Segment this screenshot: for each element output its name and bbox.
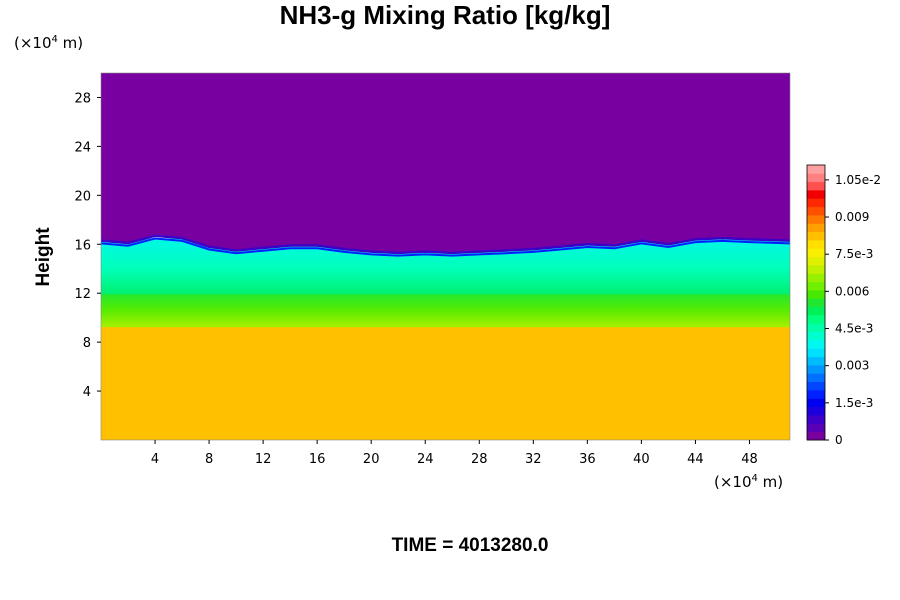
colorbar-segment	[807, 223, 825, 233]
colorbar-tick-label: 1.5e-3	[835, 396, 873, 410]
colorbar-segment	[807, 431, 825, 441]
colorbar-tick-label: 0.006	[835, 284, 869, 298]
x-tick-label: 28	[471, 452, 488, 467]
y-axis-label: Height	[33, 227, 54, 287]
colorbar-segment	[807, 165, 825, 174]
colorbar-segment	[807, 215, 825, 224]
chart-title: NH3-g Mixing Ratio [kg/kg]	[280, 0, 611, 30]
colorbar-segment	[807, 273, 825, 283]
y-tick-label: 16	[74, 238, 91, 253]
y-tick-label: 20	[74, 189, 91, 204]
y-tick-label: 24	[74, 140, 91, 155]
colorbar-segment	[807, 281, 825, 291]
region-transition	[101, 293, 790, 328]
colorbar-segment	[807, 390, 825, 399]
colorbar-segment	[807, 198, 825, 208]
plot-frame	[100, 72, 791, 441]
y-axis: 4 8 12 16 20 24 28	[74, 91, 101, 400]
x-axis: 4 8 12 16 20 24 28 32 36 40 44 48	[151, 440, 758, 467]
region-upper	[101, 73, 790, 252]
x-unit-suffix: m)	[758, 473, 783, 491]
x-tick-label: 24	[417, 452, 434, 467]
y-tick-label: 8	[83, 336, 91, 351]
x-tick-label: 12	[255, 452, 272, 467]
colorbar-segment	[807, 340, 825, 349]
colorbar-segment	[807, 206, 825, 216]
colorbar-frame	[806, 164, 826, 441]
boundary-rim-inner	[101, 237, 790, 257]
x-unit-label: (×104 m)	[714, 473, 783, 491]
y-tick-label: 12	[74, 287, 91, 302]
colorbar-segment	[807, 398, 825, 408]
colorbar-tick-label: 4.5e-3	[835, 322, 873, 336]
x-tick-label: 20	[363, 452, 380, 467]
colorbar-segment	[807, 248, 825, 258]
colorbar-segment	[807, 323, 825, 333]
x-unit-exp: 4	[752, 473, 758, 484]
colorbar-segment	[807, 290, 825, 299]
colorbar-tick-label: 0	[835, 433, 843, 447]
y-tick-label: 4	[83, 385, 91, 400]
x-tick-label: 8	[205, 452, 213, 467]
y-tick-label: 28	[74, 91, 91, 106]
colorbar-segment	[807, 173, 825, 183]
x-tick-label: 16	[309, 452, 326, 467]
time-label: TIME = 4013280.0	[392, 535, 549, 556]
colorbar-segment	[807, 365, 825, 374]
colorbar-segment	[807, 306, 825, 316]
x-tick-label: 36	[579, 452, 596, 467]
y-unit-suffix: m)	[58, 34, 83, 52]
colorbar-segment	[807, 190, 825, 199]
colorbar-segment	[807, 423, 825, 433]
colorbar-segment	[807, 415, 825, 424]
colorbar-segment	[807, 315, 825, 324]
colorbar-segment	[807, 231, 825, 241]
colorbar-segment	[807, 406, 825, 416]
x-tick-label: 44	[687, 452, 704, 467]
x-tick-label: 40	[633, 452, 650, 467]
colorbar-segment	[807, 181, 825, 191]
colorbar-segment	[807, 331, 825, 341]
colorbar-tick-label: 7.5e-3	[835, 247, 873, 261]
plot-area	[101, 73, 790, 440]
y-unit-exp: 4	[52, 34, 58, 45]
colorbar-segment	[807, 298, 825, 308]
colorbar-segment	[807, 348, 825, 358]
x-tick-label: 32	[525, 452, 542, 467]
colorbar: 0 1.5e-3 0.003 4.5e-3 0.006 7.5e-3 0.009 1.05e-…	[806, 164, 881, 447]
region-lower	[101, 326, 790, 440]
colorbar-segment	[807, 265, 825, 274]
x-unit-prefix: (×10	[714, 473, 752, 491]
y-unit-label: (×104 m)	[14, 34, 83, 52]
colorbar-segment	[807, 256, 825, 266]
colorbar-tick-label: 0.003	[835, 359, 869, 373]
colorbar-segment	[807, 356, 825, 366]
y-unit-prefix: (×10	[14, 34, 52, 52]
x-tick-label: 48	[741, 452, 758, 467]
colorbar-segment	[807, 373, 825, 383]
colorbar-tick-label: 1.05e-2	[835, 173, 881, 187]
colorbar-segment	[807, 381, 825, 391]
x-tick-label: 4	[151, 452, 159, 467]
colorbar-tick-label: 0.009	[835, 210, 869, 224]
colorbar-segment	[807, 240, 825, 249]
